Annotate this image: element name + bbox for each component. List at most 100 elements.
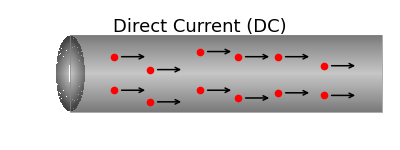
Bar [81, 57, 82, 58]
Bar [63, 75, 64, 76]
Bar [63, 102, 64, 103]
Bar [73, 75, 74, 76]
Bar [73, 50, 74, 51]
Bar [62, 64, 63, 65]
Bar [74, 45, 75, 46]
Bar [70, 56, 382, 57]
Bar [63, 62, 64, 63]
Bar [74, 50, 75, 51]
Bar [67, 89, 68, 90]
Bar [66, 67, 67, 68]
Bar [65, 64, 66, 65]
Bar [368, 74, 382, 75]
Bar [74, 57, 75, 58]
Bar [368, 76, 382, 77]
Bar [59, 97, 60, 98]
Bar [65, 93, 66, 94]
Bar [376, 107, 382, 108]
Bar [370, 56, 382, 57]
Bar [81, 77, 82, 78]
Bar [84, 75, 85, 76]
Bar [71, 49, 72, 50]
Bar [75, 66, 76, 67]
Bar [72, 72, 73, 74]
Bar [74, 56, 75, 57]
Bar [64, 95, 65, 96]
Bar [68, 98, 69, 99]
Bar [60, 56, 61, 57]
Bar [80, 67, 81, 68]
Bar [65, 60, 66, 61]
Bar [80, 95, 81, 96]
Bar [71, 100, 72, 101]
Bar [64, 44, 65, 45]
Bar [371, 98, 382, 99]
Bar [65, 70, 66, 72]
Bar [75, 72, 76, 74]
Bar [70, 79, 382, 80]
Bar [78, 50, 79, 51]
Bar [78, 80, 79, 81]
Bar [66, 61, 67, 62]
Bar [61, 96, 62, 97]
Bar [67, 99, 68, 100]
Bar [70, 51, 382, 52]
Bar [81, 87, 82, 88]
Bar [62, 77, 63, 78]
Bar [58, 64, 59, 65]
Bar [70, 96, 71, 97]
Bar [64, 106, 65, 107]
Bar [66, 42, 67, 44]
Bar [82, 69, 83, 70]
Bar [65, 68, 66, 69]
Bar [62, 104, 63, 105]
Bar [82, 55, 83, 56]
Bar [64, 105, 65, 106]
Bar [60, 92, 61, 93]
Bar [84, 70, 85, 72]
Bar [60, 64, 61, 65]
Bar [82, 58, 83, 59]
Bar [63, 44, 64, 45]
Bar [61, 77, 62, 78]
Bar [68, 58, 69, 59]
Bar [64, 92, 65, 93]
Bar [81, 89, 82, 90]
Bar [77, 66, 78, 67]
Bar [65, 53, 66, 54]
Bar [75, 97, 76, 98]
Bar [66, 87, 67, 88]
Bar [72, 57, 73, 58]
Bar [60, 74, 61, 75]
Bar [64, 100, 65, 101]
Bar [78, 95, 79, 96]
Bar [73, 58, 74, 59]
Bar [65, 89, 66, 90]
Bar [72, 103, 73, 104]
Bar [77, 105, 78, 106]
Bar [72, 74, 73, 75]
Bar [66, 82, 67, 83]
Bar [75, 96, 76, 97]
Bar [76, 66, 77, 67]
Bar [73, 54, 74, 55]
Bar [66, 89, 67, 90]
Bar [74, 67, 75, 68]
Bar [58, 70, 59, 72]
Bar [76, 67, 77, 68]
Bar [68, 92, 69, 93]
Bar [81, 92, 82, 93]
Bar [66, 93, 67, 94]
Bar [59, 82, 60, 83]
Bar [59, 98, 60, 99]
Bar [81, 84, 82, 85]
Bar [65, 76, 66, 77]
Bar [73, 68, 74, 69]
Bar [76, 102, 77, 103]
Bar [70, 94, 71, 95]
Bar [61, 66, 62, 67]
Bar [81, 51, 82, 52]
Bar [82, 54, 83, 55]
Bar [69, 53, 70, 54]
Bar [79, 99, 80, 100]
